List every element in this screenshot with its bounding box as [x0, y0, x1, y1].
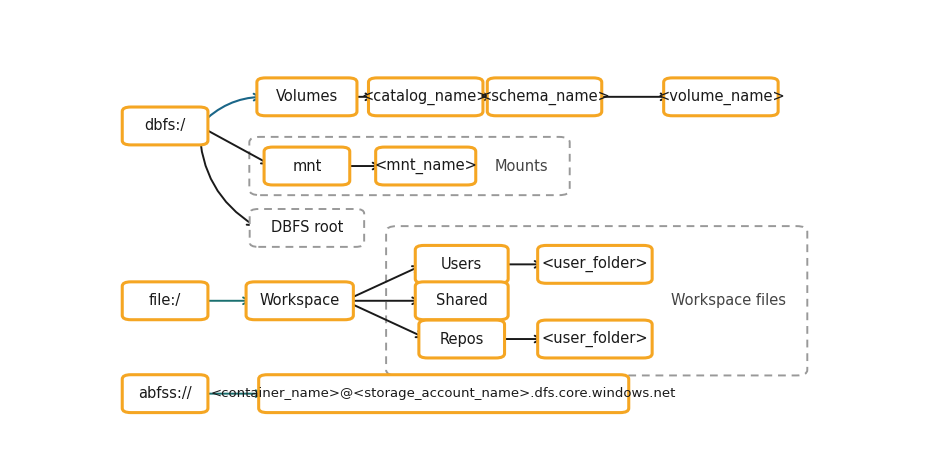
Text: file:/: file:/ [148, 293, 181, 308]
Text: Workspace: Workspace [259, 293, 340, 308]
Text: <user_folder>: <user_folder> [541, 256, 648, 272]
FancyBboxPatch shape [415, 245, 508, 283]
FancyBboxPatch shape [258, 375, 628, 412]
Text: Volumes: Volumes [276, 89, 338, 105]
FancyBboxPatch shape [419, 320, 504, 358]
Text: abfss://: abfss:// [138, 386, 192, 401]
FancyBboxPatch shape [250, 209, 364, 247]
Text: <container_name>@<storage_account_name>.dfs.core.windows.net: <container_name>@<storage_account_name>.… [211, 387, 676, 400]
FancyBboxPatch shape [122, 107, 208, 145]
Text: Workspace files: Workspace files [670, 293, 785, 308]
Text: <schema_name>: <schema_name> [479, 89, 610, 105]
FancyBboxPatch shape [368, 78, 483, 116]
FancyBboxPatch shape [264, 147, 349, 185]
Text: DBFS root: DBFS root [270, 220, 342, 236]
Text: <volume_name>: <volume_name> [656, 89, 784, 105]
FancyBboxPatch shape [257, 78, 356, 116]
FancyBboxPatch shape [537, 245, 651, 283]
Text: <user_folder>: <user_folder> [541, 331, 648, 347]
FancyBboxPatch shape [246, 282, 353, 320]
FancyBboxPatch shape [122, 375, 208, 412]
FancyBboxPatch shape [663, 78, 778, 116]
Text: Repos: Repos [439, 332, 483, 347]
Text: dbfs:/: dbfs:/ [144, 118, 186, 133]
Text: <mnt_name>: <mnt_name> [374, 158, 477, 174]
FancyBboxPatch shape [487, 78, 601, 116]
FancyBboxPatch shape [122, 282, 208, 320]
FancyBboxPatch shape [537, 320, 651, 358]
Text: Mounts: Mounts [494, 158, 548, 174]
FancyBboxPatch shape [375, 147, 475, 185]
FancyBboxPatch shape [415, 282, 508, 320]
Text: Users: Users [441, 257, 482, 272]
Text: mnt: mnt [292, 158, 321, 174]
Text: <catalog_name>: <catalog_name> [362, 89, 489, 105]
Text: Shared: Shared [435, 293, 487, 308]
